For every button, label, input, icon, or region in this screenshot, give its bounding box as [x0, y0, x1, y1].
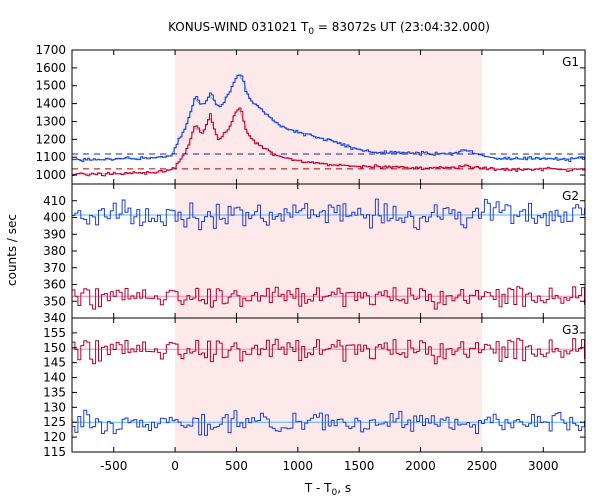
y-tick-label: 1400 — [35, 97, 66, 111]
y-tick-label: 390 — [43, 227, 66, 241]
panel-frame-G3 — [71, 317, 586, 453]
x-axis-label: T - T0, s — [304, 481, 351, 498]
burst-interval-shading — [175, 50, 482, 452]
y-tick-label: 410 — [43, 194, 66, 208]
panel-G1 — [72, 73, 585, 177]
panel-plot-area — [72, 338, 585, 436]
y-tick-label: 130 — [43, 400, 66, 414]
y-tick-label: 135 — [43, 385, 66, 399]
y-tick-label: 340 — [43, 311, 66, 325]
y-tick-label: 115 — [43, 445, 66, 459]
y-tick-label: 360 — [43, 278, 66, 292]
y-tick-label: 155 — [43, 326, 66, 340]
panel-label: G3 — [562, 323, 579, 337]
y-tick-label: 370 — [43, 261, 66, 275]
x-tick-label: 1500 — [344, 459, 375, 473]
y-tick-label: 1200 — [35, 132, 66, 146]
chart-title: KONUS-WIND 031021 T0 = 83072s UT (23:04:… — [168, 20, 490, 37]
panel-G2 — [72, 198, 585, 310]
histogram-red — [72, 286, 585, 310]
y-tick-label: 1300 — [35, 114, 66, 128]
histogram-red — [72, 338, 585, 365]
panel-frames: 10001100120013001400150016001700G1340350… — [35, 43, 586, 473]
x-tick-label: 0 — [171, 459, 179, 473]
y-tick-label: 140 — [43, 371, 66, 385]
y-tick-label: 120 — [43, 430, 66, 444]
histogram-blue — [72, 198, 585, 231]
x-tick-label: 500 — [225, 459, 248, 473]
histogram-blue — [72, 74, 585, 163]
panel-plot-area — [72, 73, 585, 177]
y-axis-label: counts / sec — [5, 214, 19, 286]
y-tick-label: 1700 — [35, 43, 66, 57]
panel-label: G1 — [562, 55, 579, 69]
y-tick-label: 380 — [43, 244, 66, 258]
y-tick-label: 400 — [43, 211, 66, 225]
x-tick-label: 3000 — [528, 459, 559, 473]
y-tick-label: 1100 — [35, 150, 66, 164]
y-tick-label: 145 — [43, 356, 66, 370]
y-tick-label: 1000 — [35, 168, 66, 182]
panel-G3 — [72, 338, 585, 436]
panels — [72, 73, 585, 436]
y-tick-label: 125 — [43, 415, 66, 429]
histogram-red — [72, 107, 585, 177]
burst-interval-rect — [175, 50, 482, 452]
y-tick-label: 1600 — [35, 61, 66, 75]
y-tick-label: 150 — [43, 341, 66, 355]
panel-label: G2 — [562, 189, 579, 203]
x-tick-label: 2500 — [467, 459, 498, 473]
y-tick-label: 1500 — [35, 79, 66, 93]
x-tick-label: 2000 — [405, 459, 436, 473]
y-tick-label: 350 — [43, 294, 66, 308]
x-tick-label: -500 — [100, 459, 127, 473]
histogram-blue — [72, 409, 585, 436]
panel-plot-area — [72, 198, 585, 310]
x-tick-label: 1000 — [283, 459, 314, 473]
